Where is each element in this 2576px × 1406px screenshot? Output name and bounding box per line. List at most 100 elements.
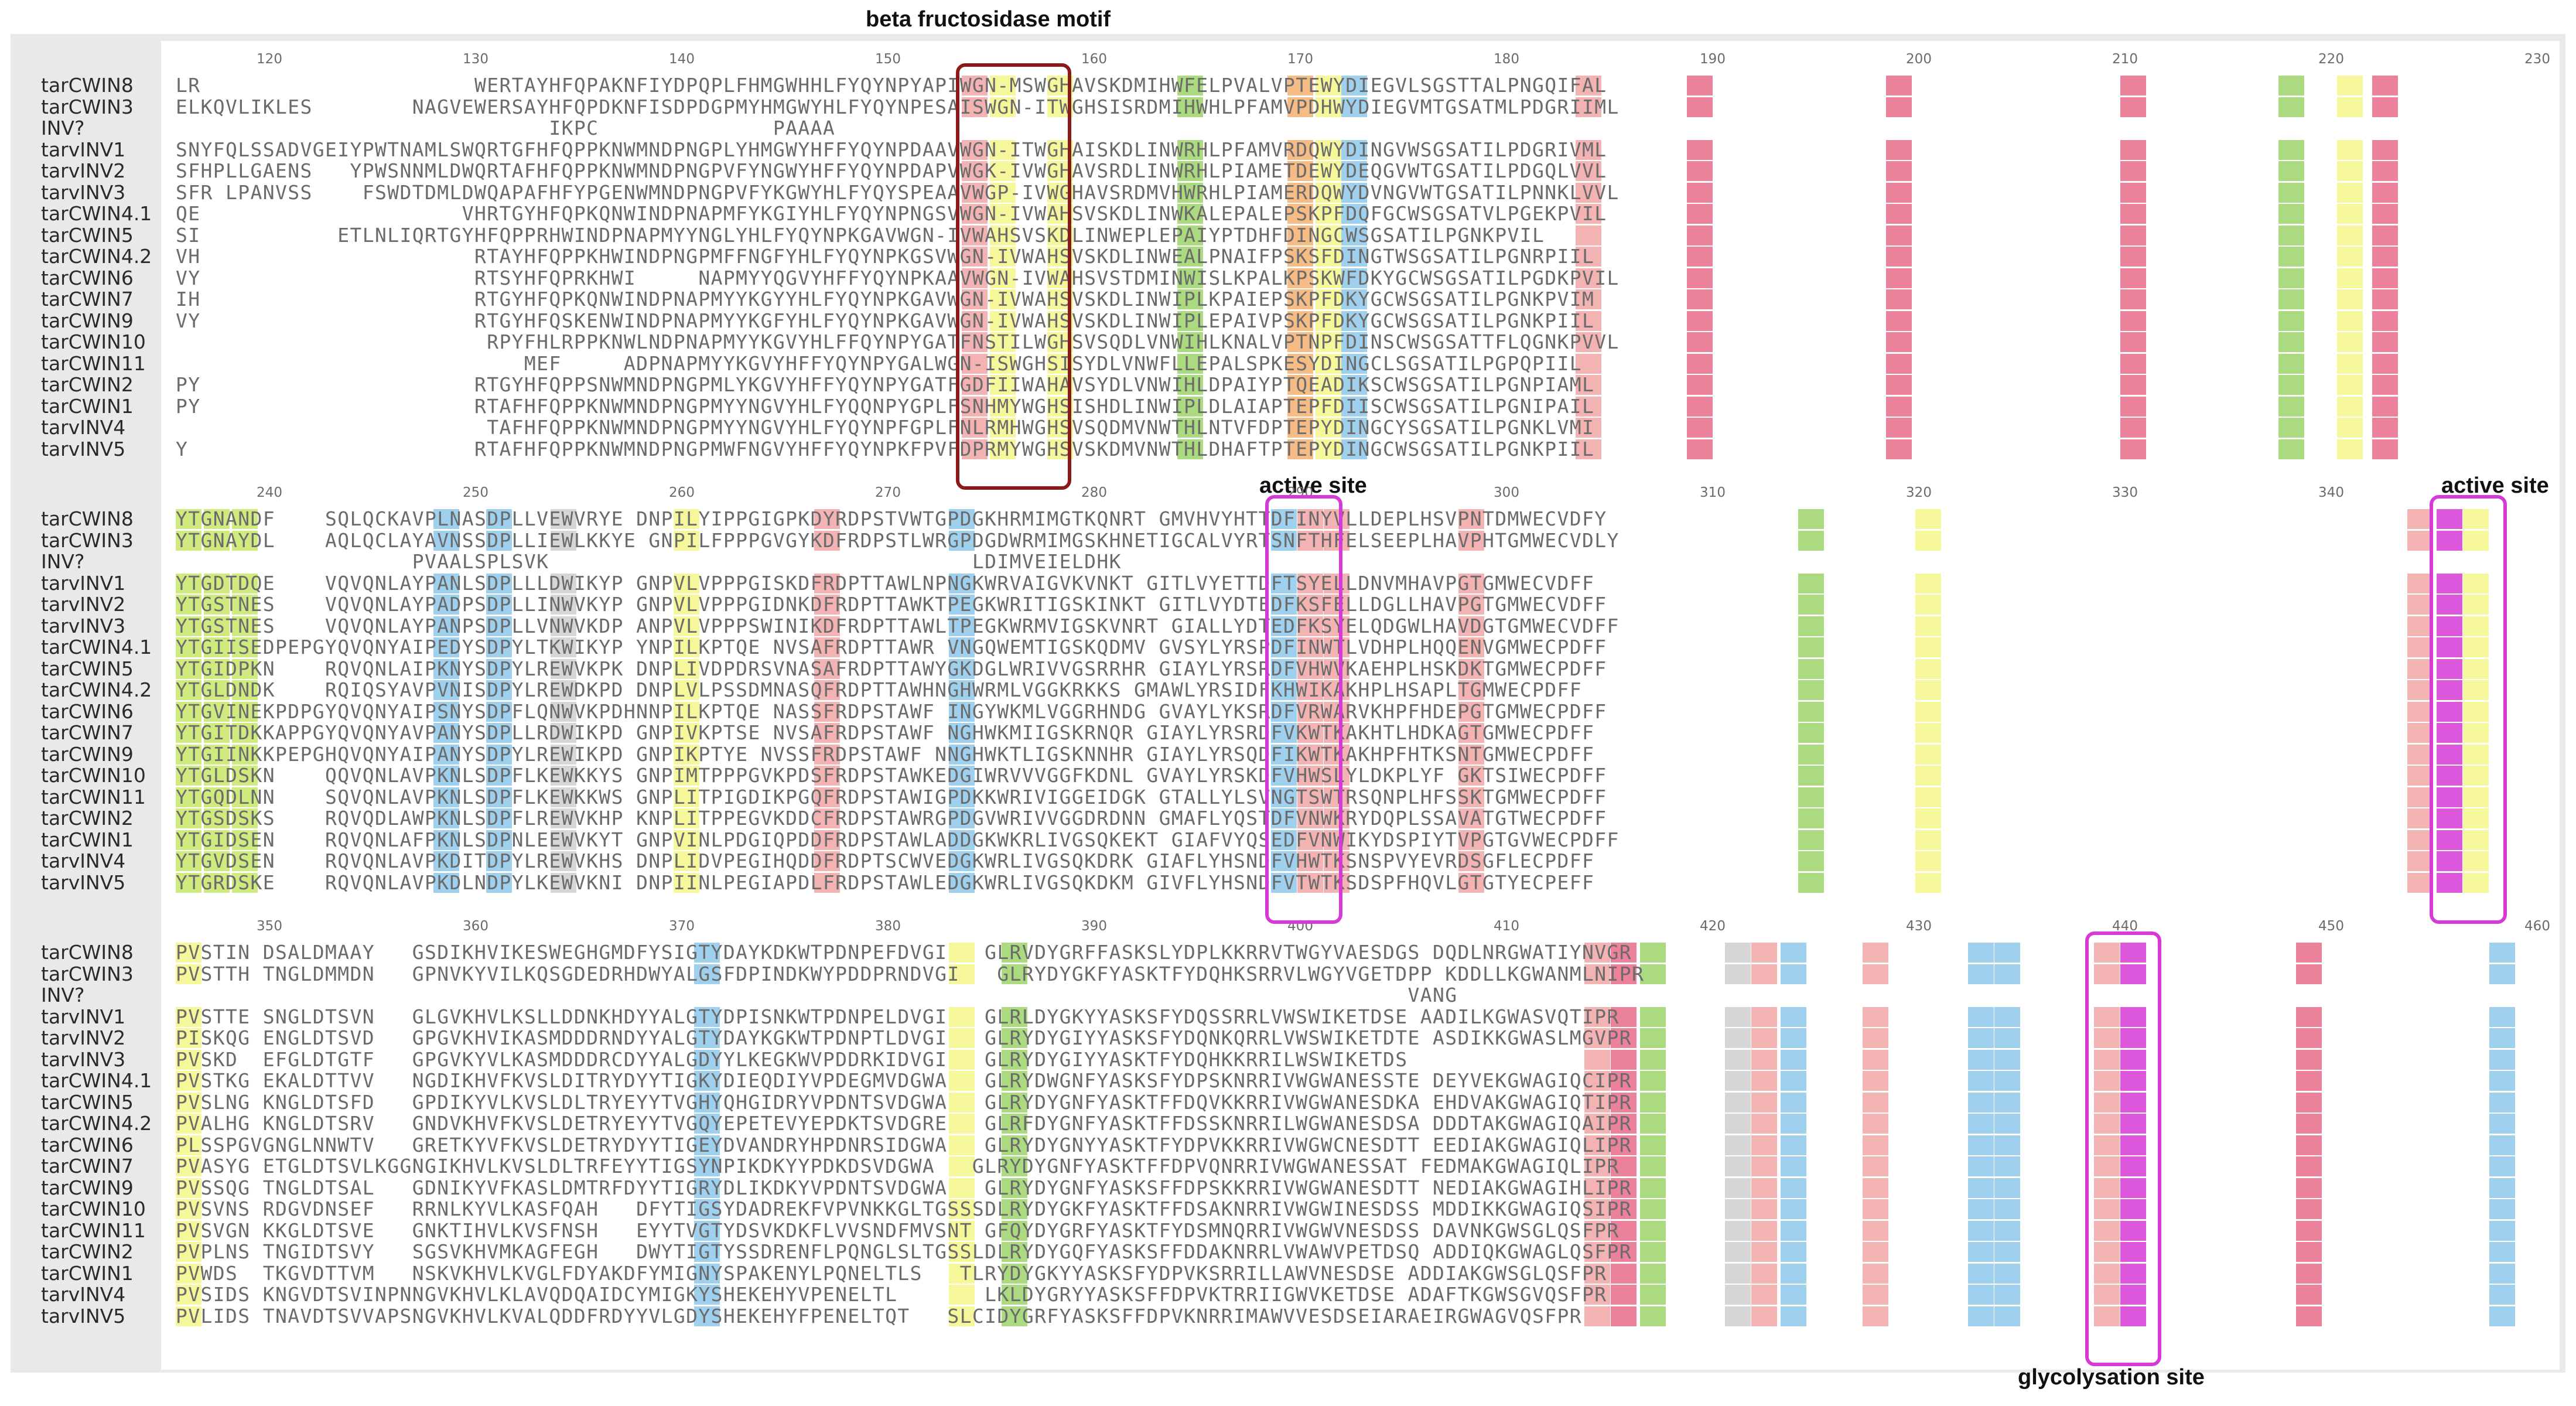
residue-highlight xyxy=(1968,1199,1994,1219)
residue-highlight xyxy=(2463,595,2489,615)
residue-highlight xyxy=(1968,1049,1994,1070)
residue-highlight xyxy=(551,830,576,850)
residue-highlight xyxy=(1968,1220,1994,1241)
sequence-name: tarCWIN1 xyxy=(41,394,134,418)
sequence-row: YTGITDKKAPPGYQVQNYAVPANYSDPLLRDWIKPD GNP… xyxy=(176,721,1595,744)
sequence-row: PVAALSPLSVK LDIMVEIELDHK xyxy=(176,550,1632,573)
residue-highlight xyxy=(990,97,1016,117)
residue-highlight xyxy=(2278,289,2304,309)
residue-highlight xyxy=(1994,964,2020,984)
residue-highlight xyxy=(1341,353,1367,374)
residue-highlight xyxy=(176,872,201,893)
residue-highlight xyxy=(486,573,512,593)
residue-highlight xyxy=(1324,851,1350,871)
residue-highlight xyxy=(949,1306,975,1326)
residue-highlight xyxy=(232,530,258,551)
residue-highlight xyxy=(2120,353,2146,374)
residue-highlight xyxy=(176,1242,201,1262)
residue-highlight xyxy=(674,787,699,807)
sequence-name: tarvINV5 xyxy=(41,1304,126,1327)
residue-highlight xyxy=(1177,332,1203,352)
residue-highlight xyxy=(232,658,258,679)
residue-highlight xyxy=(176,1178,201,1198)
residue-highlight xyxy=(1886,204,1912,224)
residue-highlight xyxy=(1271,744,1297,765)
residue-highlight xyxy=(1640,1285,1666,1305)
residue-highlight xyxy=(1751,943,1777,963)
residue-highlight xyxy=(1297,830,1323,850)
residue-highlight xyxy=(2489,1028,2515,1048)
residue-highlight xyxy=(486,658,512,679)
residue-highlight xyxy=(1687,310,1713,331)
ruler-tick: 130 xyxy=(463,52,488,67)
residue-highlight xyxy=(1886,97,1912,117)
residue-highlight xyxy=(2296,943,2322,963)
active-site-box-1 xyxy=(1265,495,1342,924)
sequence-row: PVWDS TKGVDTTVM NSKVKHVLKVGLFDYAKDFYMIGN… xyxy=(176,1261,1607,1285)
residue-highlight xyxy=(433,808,459,828)
residue-highlight xyxy=(1781,1199,1806,1219)
residue-highlight xyxy=(1177,97,1203,117)
residue-highlight xyxy=(1886,225,1912,245)
residue-highlight xyxy=(1576,289,1601,309)
residue-highlight xyxy=(1297,658,1323,679)
residue-highlight xyxy=(2094,1285,2120,1305)
residue-highlight xyxy=(2278,375,2304,395)
residue-highlight xyxy=(2489,1156,2515,1176)
residue-highlight xyxy=(2120,161,2146,181)
residue-highlight xyxy=(2120,289,2146,309)
residue-highlight xyxy=(2094,1263,2120,1284)
residue-highlight xyxy=(1751,1071,1777,1091)
residue-highlight xyxy=(1781,1178,1806,1198)
residue-highlight xyxy=(2463,851,2489,871)
residue-highlight xyxy=(1324,830,1350,850)
residue-highlight xyxy=(1324,872,1350,893)
residue-highlight xyxy=(1002,1156,1027,1176)
residue-highlight xyxy=(176,830,201,850)
residue-highlight xyxy=(1725,1049,1751,1070)
residue-highlight xyxy=(551,509,576,529)
residue-highlight xyxy=(1002,1006,1027,1027)
sequence-row: PVASYG ETGLDTSVLKGGNGIKHVLKVSLDLTRFEYYTI… xyxy=(176,1155,1620,1178)
residue-highlight xyxy=(1324,680,1350,700)
residue-highlight xyxy=(2296,1263,2322,1284)
residue-highlight xyxy=(1341,310,1367,331)
residue-highlight xyxy=(1324,744,1350,765)
residue-highlight xyxy=(2489,964,2515,984)
residue-highlight xyxy=(1584,1049,1610,1070)
sequence-name: tarCWIN4.2 xyxy=(41,678,152,701)
residue-highlight xyxy=(949,744,975,765)
position-ruler-1: 120 130 140 150 160 170 180 190 200 210 220 230 xyxy=(176,52,2560,68)
ruler-tick: 430 xyxy=(1906,919,1932,934)
residue-highlight xyxy=(1611,964,1637,984)
residue-highlight xyxy=(2437,701,2462,722)
residue-highlight xyxy=(204,723,230,743)
residue-highlight xyxy=(2337,353,2363,374)
residue-highlight xyxy=(433,573,459,593)
residue-highlight xyxy=(1316,396,1341,417)
residue-highlight xyxy=(1968,1092,1994,1112)
residue-highlight xyxy=(1886,353,1912,374)
residue-highlight xyxy=(949,1199,975,1219)
residue-highlight xyxy=(814,573,840,593)
residue-highlight xyxy=(1324,637,1350,657)
residue-highlight xyxy=(2372,310,2398,331)
residue-highlight xyxy=(1324,723,1350,743)
residue-highlight xyxy=(2437,637,2462,657)
residue-highlight xyxy=(1751,964,1777,984)
residue-highlight xyxy=(1177,375,1203,395)
residue-highlight xyxy=(1287,268,1313,288)
residue-highlight xyxy=(486,723,512,743)
residue-highlight xyxy=(2120,1178,2146,1198)
residue-highlight xyxy=(2296,964,2322,984)
residue-highlight xyxy=(176,1028,201,1048)
residue-highlight xyxy=(2489,1049,2515,1070)
residue-highlight xyxy=(814,808,840,828)
residue-highlight xyxy=(2278,396,2304,417)
residue-highlight xyxy=(1341,268,1367,288)
residue-highlight xyxy=(1725,1006,1751,1027)
residue-highlight xyxy=(1687,332,1713,352)
residue-highlight xyxy=(1886,139,1912,160)
residue-highlight xyxy=(1287,375,1313,395)
residue-highlight xyxy=(694,1306,720,1326)
